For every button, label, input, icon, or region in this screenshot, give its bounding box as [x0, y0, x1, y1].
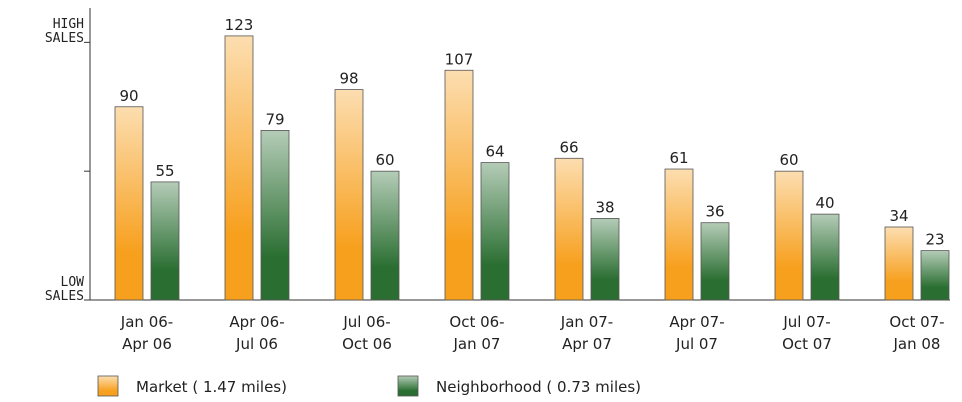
- legend-label: Neighborhood ( 0.73 miles): [436, 378, 641, 396]
- legend-swatch: [97, 375, 119, 397]
- x-tick-label: Jul 06-: [342, 313, 390, 331]
- value-label: 36: [705, 203, 724, 221]
- bar: [334, 89, 364, 301]
- x-tick-label: Jan 06-: [120, 313, 173, 331]
- bar: [700, 222, 730, 301]
- bar: [590, 218, 620, 301]
- value-label: 23: [925, 231, 944, 249]
- x-tick-label: Oct 06: [342, 335, 392, 353]
- x-tick-label: Jan 07-: [560, 313, 613, 331]
- value-label: 64: [485, 143, 504, 161]
- value-label: 66: [559, 138, 578, 156]
- y-tick-label: LOW SALES: [44, 275, 84, 304]
- bar: [554, 157, 584, 301]
- x-tick-label: Apr 06: [122, 335, 172, 353]
- x-tick-label: Jan 07: [453, 335, 501, 353]
- x-tick-label: Oct 06-: [449, 313, 504, 331]
- x-tick-label: Oct 07-: [889, 313, 944, 331]
- bar: [810, 213, 840, 301]
- bar: [884, 226, 914, 301]
- value-label: 79: [265, 110, 284, 128]
- x-tick-label: Jul 07: [675, 335, 718, 353]
- x-tick-label: Jul 07-: [782, 313, 830, 331]
- value-label: 34: [889, 207, 908, 225]
- value-label: 90: [119, 87, 138, 105]
- value-label: 98: [339, 70, 358, 88]
- value-label: 60: [375, 151, 394, 169]
- bar: [114, 106, 144, 301]
- y-tick-label: HIGH SALES: [44, 17, 84, 47]
- legend-swatch: [397, 375, 419, 397]
- bar: [224, 35, 254, 301]
- value-label: 60: [779, 151, 798, 169]
- bar: [444, 69, 474, 301]
- x-tick-label: Oct 07: [782, 335, 832, 353]
- bar: [774, 170, 804, 301]
- value-label: 123: [225, 16, 254, 34]
- bar: [260, 129, 290, 301]
- bar: [480, 162, 510, 301]
- x-tick-label: Jan 08: [893, 335, 941, 353]
- bar: [150, 181, 180, 301]
- value-label: 107: [445, 50, 474, 68]
- bar: [370, 170, 400, 301]
- bar: [920, 250, 950, 301]
- bar: [664, 168, 694, 301]
- x-tick-label: Jul 06: [235, 335, 278, 353]
- x-tick-label: Apr 07: [562, 335, 612, 353]
- value-label: 61: [669, 149, 688, 167]
- x-tick-label: Apr 06-: [229, 313, 284, 331]
- value-label: 55: [155, 162, 174, 180]
- x-tick-label: Apr 07-: [669, 313, 724, 331]
- value-label: 40: [815, 194, 834, 212]
- legend-label: Market ( 1.47 miles): [136, 378, 287, 396]
- value-label: 38: [595, 198, 614, 216]
